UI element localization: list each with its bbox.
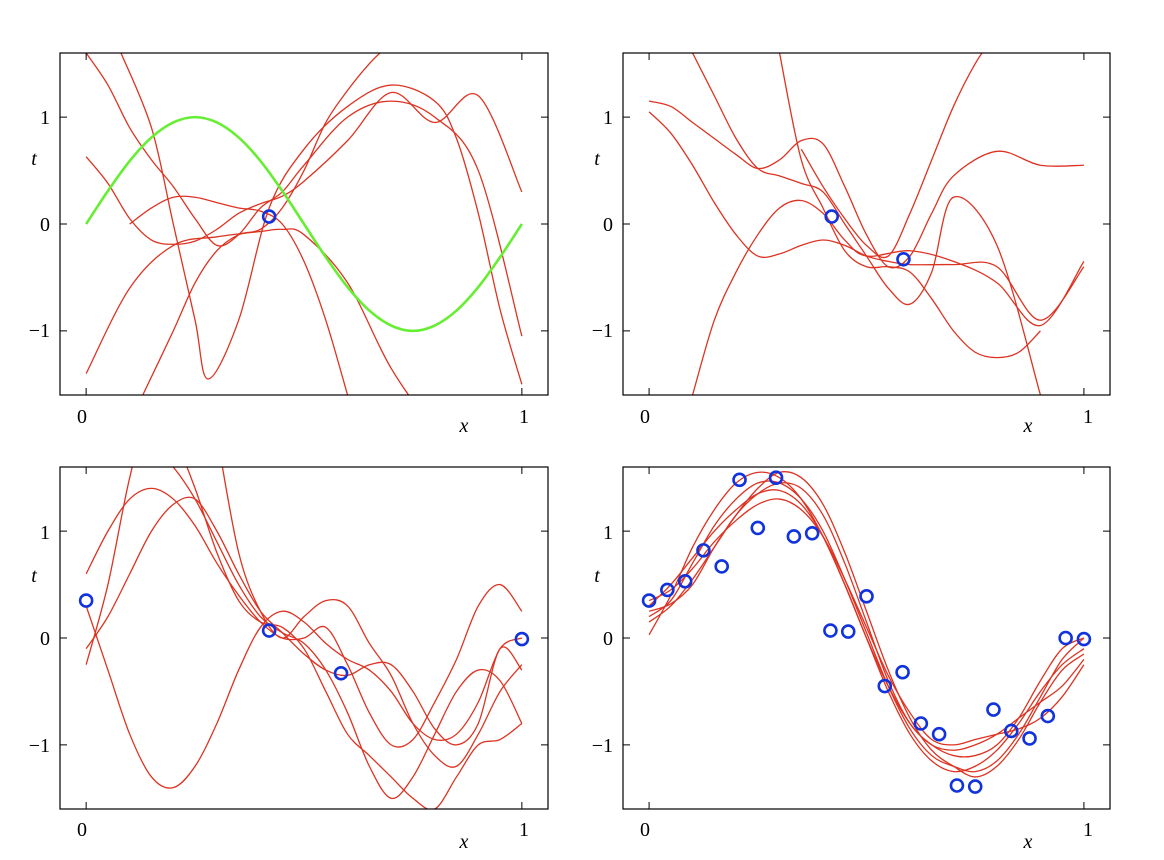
data-point-18 (949, 778, 965, 793)
data-point-6 (732, 472, 747, 488)
true-function-curve (85, 115, 523, 333)
y-tick-label-1: 1 (603, 107, 613, 129)
sample-curve-2 (648, 111, 1085, 321)
y-tick-label-neg1: −1 (592, 735, 613, 757)
data-point-5 (714, 559, 730, 574)
x-tick-label-0: 0 (640, 406, 650, 428)
data-point-12 (840, 624, 856, 639)
plot-area (85, 467, 523, 809)
x-axis-label: x (459, 415, 469, 437)
x-tick-label-0: 0 (77, 406, 87, 428)
sample-curve-3 (85, 496, 523, 746)
data-point-3 (677, 574, 693, 589)
y-tick-label-0: 0 (40, 214, 50, 236)
data-point-14 (877, 678, 893, 694)
sample-curve-6 (800, 53, 983, 259)
sample-curve-4 (120, 53, 523, 385)
panel-bottom-right: 0 1 1 0 −1 t x (592, 466, 1111, 853)
plot-area (85, 53, 523, 395)
data-point-25 (1076, 631, 1092, 647)
sample-curve-1 (648, 100, 1084, 269)
panel-bottom-left: 0 1 1 0 −1 t x (29, 466, 549, 853)
sample-curve-1 (85, 228, 410, 395)
sample-curve-4 (691, 199, 1085, 395)
data-point-13 (859, 589, 874, 604)
x-tick-label-1: 1 (519, 819, 529, 841)
sample-curve-5 (172, 467, 523, 799)
y-axis-label: t (31, 148, 37, 170)
data-point-23 (1040, 708, 1056, 724)
y-tick-label-neg1: −1 (29, 320, 50, 342)
sample-curve-2 (85, 91, 523, 245)
x-tick-label-1: 1 (519, 406, 529, 428)
sample-curve-5 (648, 482, 1085, 758)
data-point-1 (261, 209, 277, 224)
y-tick-label-neg1: −1 (29, 735, 50, 757)
data-point-8 (768, 470, 784, 485)
data-point-19 (967, 779, 983, 794)
x-tick-label-0: 0 (77, 819, 87, 841)
y-tick-label-1: 1 (603, 522, 613, 544)
data-point-4 (696, 543, 711, 558)
plot-area (648, 53, 1085, 395)
sample-curve-2 (648, 489, 1085, 751)
sample-curve-1 (648, 480, 1085, 773)
data-point-3 (333, 665, 349, 681)
data-point-22 (1022, 731, 1037, 746)
x-axis-label: x (459, 831, 469, 853)
x-axis-label: x (1023, 415, 1033, 437)
y-tick-label-neg1: −1 (592, 320, 613, 342)
sample-curve-2 (85, 487, 523, 748)
panel-top-left: 0 1 1 0 −1 t x (29, 52, 549, 437)
data-point-2 (261, 623, 277, 638)
y-tick-label-0: 0 (40, 628, 50, 650)
sample-curve-3 (648, 498, 1085, 746)
data-point-1 (641, 593, 657, 608)
tick-marks (623, 467, 1110, 809)
y-tick-label-0: 0 (603, 628, 613, 650)
data-point-2 (896, 251, 911, 267)
x-axis-label: x (1023, 831, 1033, 853)
x-tick-label-0: 0 (640, 819, 650, 841)
data-point-20 (986, 702, 1001, 717)
y-tick-label-0: 0 (603, 214, 613, 236)
data-point-1 (824, 209, 840, 224)
data-point-4 (514, 631, 530, 647)
sample-curve-3 (691, 53, 1042, 395)
plot-area (648, 471, 1085, 778)
tick-marks (60, 467, 548, 809)
data-point-11 (823, 623, 838, 638)
y-tick-label-1: 1 (40, 107, 50, 129)
sample-curve-6 (221, 467, 523, 768)
data-point-2 (660, 582, 675, 598)
y-axis-label: t (594, 148, 600, 170)
data-point-7 (750, 520, 766, 536)
data-point-9 (786, 529, 802, 544)
sample-curve-1 (85, 605, 523, 789)
data-point-1 (78, 593, 94, 608)
plot-frame (622, 52, 1111, 396)
x-tick-label-1: 1 (1083, 406, 1093, 428)
sample-curve-5 (778, 53, 1041, 359)
data-point-24 (1058, 630, 1073, 646)
sample-curve-6 (648, 471, 1085, 778)
y-tick-label-1: 1 (40, 522, 50, 544)
y-axis-label: t (31, 565, 37, 587)
sample-curve-6 (129, 195, 349, 395)
data-point-10 (804, 525, 820, 541)
sample-curve-3 (85, 53, 523, 337)
tick-marks (623, 53, 1110, 395)
data-point-16 (913, 716, 929, 731)
sample-curve-4 (648, 471, 1085, 773)
y-axis-label: t (594, 565, 600, 587)
data-point-17 (931, 726, 947, 742)
tick-marks (60, 53, 548, 395)
data-point-21 (1003, 723, 1019, 739)
x-tick-label-1: 1 (1083, 819, 1093, 841)
sample-curve-4 (85, 467, 523, 809)
panel-top-right: 0 1 1 0 −1 t x (592, 52, 1111, 437)
sample-curve-5 (142, 53, 381, 395)
data-point-15 (895, 664, 910, 680)
